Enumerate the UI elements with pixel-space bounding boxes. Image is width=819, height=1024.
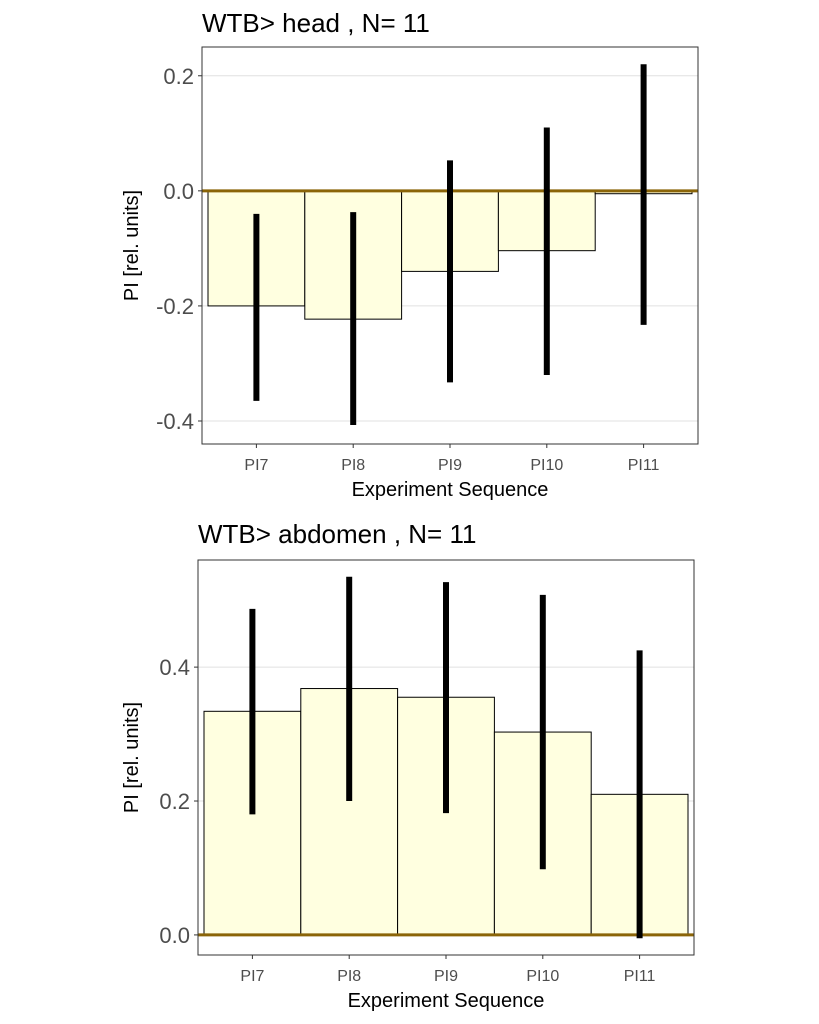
chart-title: WTB> abdomen , N= 11 <box>198 519 476 549</box>
y-axis-label: PI [rel. units] <box>121 190 143 301</box>
x-tick-label: PI10 <box>530 457 563 474</box>
x-axis-ticks: PI7 PI8 PI9 PI10 PI11 <box>244 444 660 474</box>
y-axis-ticks: -0.4 -0.2 0.0 0.2 <box>156 64 202 434</box>
y-tick-label: 0.0 <box>159 923 190 948</box>
x-axis-label: Experiment Sequence <box>348 990 545 1012</box>
x-tick-label: PI9 <box>438 457 462 474</box>
error-bars <box>253 64 647 426</box>
x-tick-label: PI11 <box>628 457 660 474</box>
chart-title: WTB> head , N= 11 <box>202 8 430 38</box>
x-axis-label: Experiment Sequence <box>352 479 549 501</box>
x-tick-label: PI11 <box>624 968 656 985</box>
y-tick-label: 0.2 <box>163 64 194 89</box>
y-tick-label: 0.4 <box>159 655 190 680</box>
x-tick-label: PI10 <box>526 968 559 985</box>
x-tick-label: PI9 <box>434 968 458 985</box>
y-tick-label: -0.4 <box>156 409 194 434</box>
y-tick-label: 0.0 <box>163 179 194 204</box>
y-tick-label: 0.2 <box>159 789 190 814</box>
x-tick-label: PI7 <box>240 968 264 985</box>
x-tick-label: PI8 <box>341 457 365 474</box>
y-tick-label: -0.2 <box>156 294 194 319</box>
panel-head: WTB> head , N= 11 -0.4-0.20.00.2 PI7 PI8 P… <box>121 8 699 501</box>
x-tick-label: PI8 <box>337 968 361 985</box>
y-axis-ticks: 0.0 0.2 0.4 <box>159 655 198 948</box>
panel-abdomen: WTB> abdomen , N= 11 0.0 0.2 0.4 PI7 PI8 PI9… <box>121 519 695 1012</box>
y-axis-label: PI [rel. units] <box>121 702 143 813</box>
x-tick-label: PI7 <box>244 457 268 474</box>
x-axis-ticks: PI7 PI8 PI9 PI10 PI11 <box>240 955 656 985</box>
error-bars <box>249 576 643 939</box>
